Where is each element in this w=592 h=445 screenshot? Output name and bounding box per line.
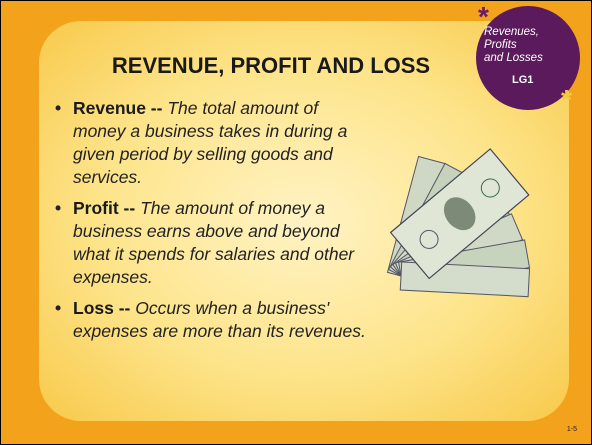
term: Loss -- [73,298,130,318]
asterisk: * [478,3,489,31]
badge-code: LG1 [512,74,533,86]
bullet-list: Revenue -- The total amount of money a b… [53,97,373,351]
term: Profit -- [73,198,135,218]
term: Revenue -- [73,98,162,118]
badge-line: Revenues, [484,26,543,39]
badge-line: and Losses [484,52,543,65]
bullet: Revenue -- The total amount of money a b… [73,97,373,189]
page-number: 1-5 [567,426,577,433]
bullet: Loss -- Occurs when a business' expenses… [73,297,373,343]
bullet: Profit -- The amount of money a business… [73,197,373,289]
slide: REVENUE, PROFIT AND LOSS Revenue -- The … [0,0,592,445]
money-fan [371,126,551,306]
slide-title: REVENUE, PROFIT AND LOSS [61,53,481,79]
badge-line: Profits [484,39,543,52]
asterisk: * [561,86,572,114]
